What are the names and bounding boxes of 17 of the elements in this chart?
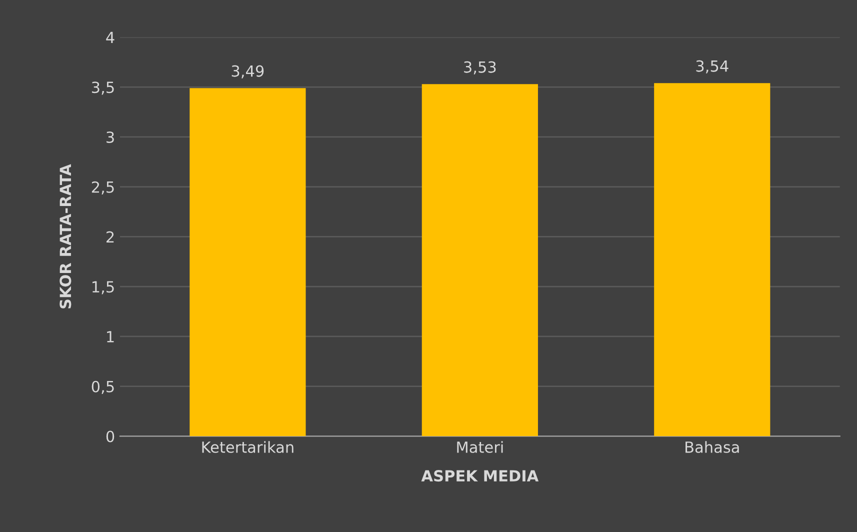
y-tick-label: 0 bbox=[106, 430, 114, 442]
x-tick-label: Ketertarikan bbox=[202, 441, 294, 453]
y-tick-label: 1,5 bbox=[92, 281, 114, 294]
x-tick-label: Bahasa bbox=[686, 441, 739, 453]
y-tick-label: 0,5 bbox=[92, 380, 114, 394]
y-axis-title: SKOR RATA-RATA bbox=[60, 164, 72, 308]
x-tick-label: Materi bbox=[457, 441, 503, 453]
data-label: 3,49 bbox=[232, 65, 264, 78]
y-tick-label: 3,5 bbox=[92, 82, 114, 95]
y-tick-label: 2 bbox=[106, 231, 114, 243]
y-tick-label: 1 bbox=[107, 331, 114, 342]
y-tick-label: 4 bbox=[106, 32, 114, 44]
data-label: 3,54 bbox=[696, 60, 728, 74]
y-tick-label: 3 bbox=[106, 131, 114, 144]
y-tick-label: 2,5 bbox=[92, 181, 114, 194]
x-axis-title: ASPEK MEDIA bbox=[421, 470, 539, 482]
data-label: 3,53 bbox=[464, 61, 496, 74]
